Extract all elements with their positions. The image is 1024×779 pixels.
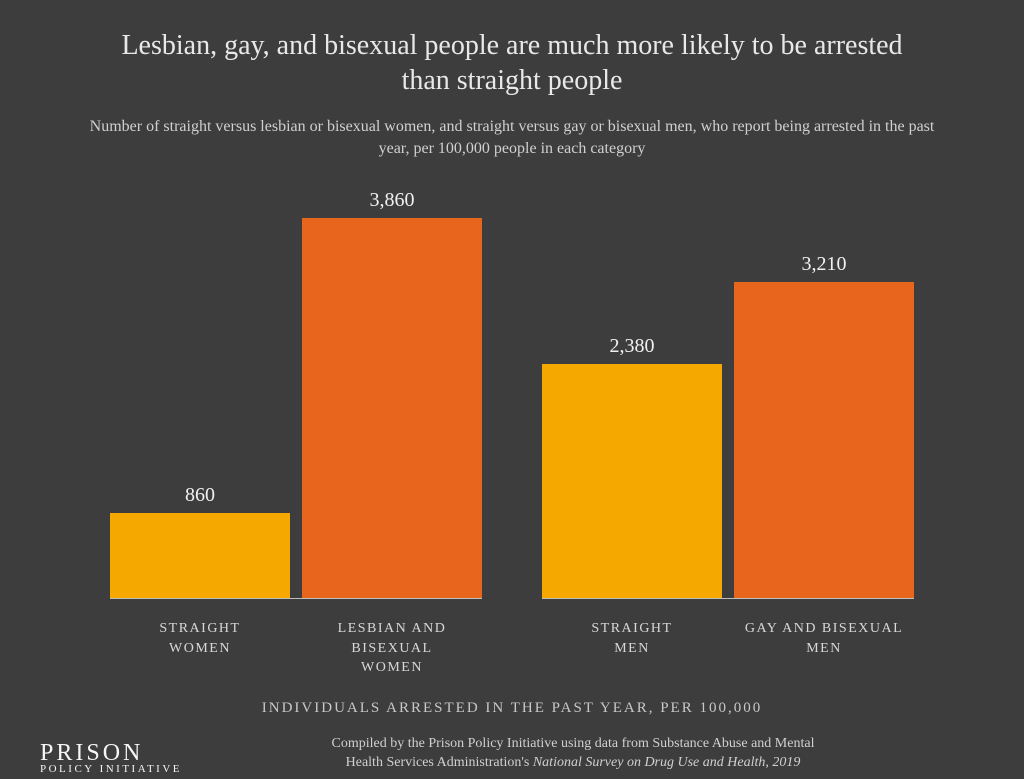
bar-wrap: 860: [110, 484, 290, 598]
category-label-group: STRAIGHTMENGAY AND BISEXUALMEN: [542, 619, 914, 678]
bar-wrap: 3,210: [734, 253, 914, 598]
bar: [110, 513, 290, 598]
bar-group: 860 3,860: [110, 189, 482, 599]
bar-value-label: 3,210: [802, 253, 847, 276]
bar: [734, 282, 914, 598]
bar-group: 2,380 3,210: [542, 253, 914, 599]
footer: PRISON POLICY INITIATIVE Compiled by the…: [40, 735, 984, 779]
category-label: LESBIAN AND BISEXUALWOMEN: [302, 619, 482, 678]
chart-area: 860 3,860 2,380 3,210: [40, 189, 984, 599]
logo-top: PRISON: [40, 742, 182, 765]
bar: [542, 364, 722, 598]
bar-wrap: 3,860: [302, 189, 482, 598]
category-label: STRAIGHTMEN: [542, 619, 722, 678]
category-label-group: STRAIGHTWOMENLESBIAN AND BISEXUALWOMEN: [110, 619, 482, 678]
x-axis-label: INDIVIDUALS ARRESTED IN THE PAST YEAR, P…: [40, 700, 984, 717]
bar-value-label: 2,380: [610, 335, 655, 358]
logo: PRISON POLICY INITIATIVE: [40, 742, 182, 775]
infographic-container: Lesbian, gay, and bisexual people are mu…: [0, 0, 1024, 769]
logo-bottom: POLICY INITIATIVE: [40, 764, 182, 774]
bar-wrap: 2,380: [542, 335, 722, 598]
source-line2a: Health Services Administration's: [346, 755, 533, 770]
category-label: GAY AND BISEXUALMEN: [734, 619, 914, 678]
bar-value-label: 860: [185, 484, 215, 507]
category-label: STRAIGHTWOMEN: [110, 619, 290, 678]
category-labels-row: STRAIGHTWOMENLESBIAN AND BISEXUALWOMENST…: [40, 607, 984, 678]
bar-value-label: 3,860: [370, 189, 415, 212]
bar: [302, 218, 482, 598]
source-line2b: National Survey on Drug Use and Health, …: [533, 755, 801, 770]
chart-title: Lesbian, gay, and bisexual people are mu…: [40, 28, 984, 98]
source-line1: Compiled by the Prison Policy Initiative…: [332, 736, 815, 751]
chart-subtitle: Number of straight versus lesbian or bis…: [40, 116, 984, 159]
